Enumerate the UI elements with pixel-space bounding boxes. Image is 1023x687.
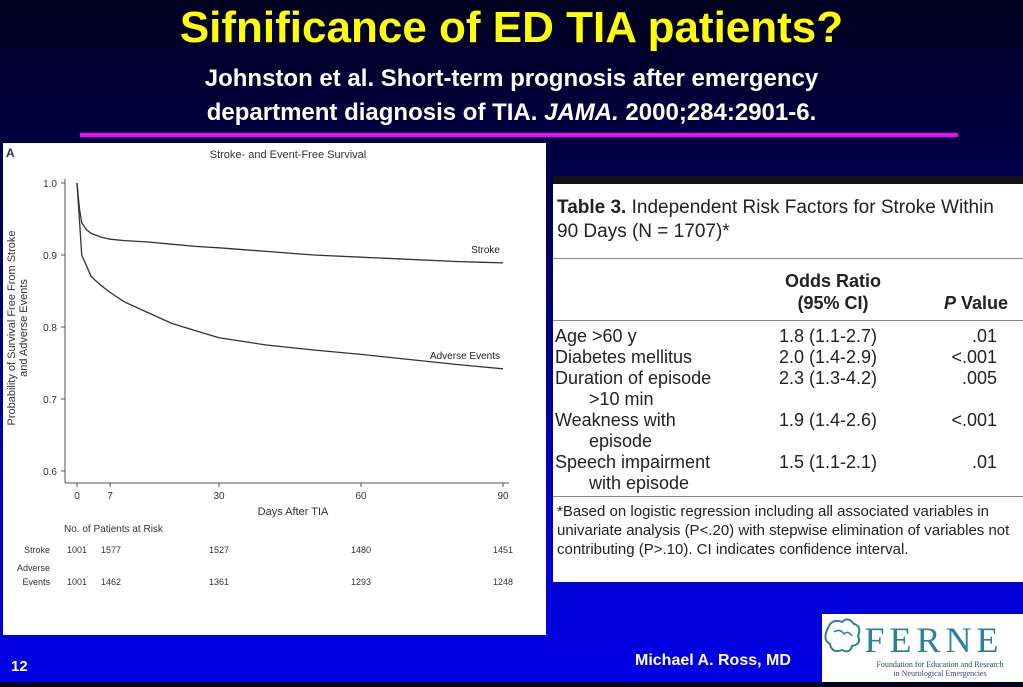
at-risk-value: 1577: [101, 545, 121, 555]
series-label: Adverse Events: [430, 351, 500, 362]
chart-title: Stroke- and Event-Free Survival: [210, 149, 367, 161]
y-tick-label: 0.6: [43, 467, 57, 478]
table-caption-text: Independent Risk Factors for Stroke With…: [557, 197, 994, 242]
at-risk-table: Stroke 1001 1577 1527 1480 1451 Adverse Events 1…: [17, 545, 513, 587]
citation-line-1: Johnston et al. Short-term prognosis aft…: [204, 65, 819, 92]
series-label: Stroke: [471, 245, 500, 256]
table-cell-factor: with episode: [589, 473, 690, 493]
table-rule: [553, 320, 1023, 321]
table-cell-odds-ratio: 1.5 (1.1-2.1): [779, 452, 878, 472]
y-tick-label: 0.9: [43, 251, 57, 262]
y-tick-label: 1.0: [43, 179, 57, 190]
table-cell-factor: Weakness with: [555, 410, 676, 430]
chart-series: Stroke Adverse Events: [76, 182, 504, 370]
at-risk-value: 1480: [351, 545, 371, 555]
y-axis-label-2: and Adverse Events: [18, 279, 30, 377]
table-cell-p-value: <.001: [951, 347, 997, 367]
table-cell-odds-ratio: 2.3 (1.3-4.2): [779, 368, 878, 388]
at-risk-value: 1001: [67, 545, 87, 555]
citation-line-2: department diagnosis of TIA. JAMA. 2000;…: [0, 98, 1023, 128]
y-tick-label: 0.8: [43, 323, 57, 334]
y-tick-label: 0.7: [43, 395, 57, 406]
table-cell-factor: episode: [589, 431, 653, 451]
ferne-logo: FERNE Foundation for Education and Resea…: [822, 614, 1023, 682]
at-risk-row-label: Events: [22, 577, 50, 587]
series-line-stroke: [76, 182, 504, 264]
table-cell-odds-ratio: 1.9 (1.4-2.6): [779, 410, 878, 430]
table-cell-p-value: <.001: [951, 410, 997, 430]
at-risk-value: 1248: [493, 577, 513, 587]
x-tick-label: 60: [355, 491, 367, 502]
x-tick-label: 7: [107, 491, 113, 502]
brain-fold-icon: [833, 629, 853, 637]
slide-number: 12: [11, 658, 28, 675]
survival-chart-panel: A Stroke- and Event-Free Survival Probab…: [3, 143, 546, 635]
citation-text-b: 2000;284:2901-6.: [618, 99, 817, 126]
x-tick-label: 30: [213, 491, 225, 502]
table-caption-label: Table 3.: [557, 197, 627, 218]
title-divider: [80, 133, 958, 137]
col-header-or-line2: (95% CI): [797, 293, 869, 313]
col-header-p-rest: Value: [955, 293, 1009, 313]
table-cell-factor: Age >60 y: [555, 326, 637, 346]
table-cell-p-value: .01: [971, 326, 997, 346]
brain-logo-icon: [824, 618, 861, 653]
at-risk-value: 1451: [493, 545, 513, 555]
at-risk-value: 1527: [209, 545, 229, 555]
logo-tagline-1: Foundation for Education and Research: [876, 660, 1003, 669]
at-risk-header: No. of Patients at Risk: [64, 524, 164, 535]
slide-title: Sifnificance of ED TIA patients?: [179, 3, 844, 52]
col-header-or-line1: Odds Ratio: [784, 271, 881, 291]
at-risk-row-label: Stroke: [24, 545, 50, 555]
table-rule: [553, 258, 1023, 259]
logo-tagline-2: in Neurological Emergencies: [893, 669, 986, 678]
col-header-p-value: P Value: [931, 292, 1021, 314]
table-cell-factor: Duration of episode: [555, 368, 712, 388]
col-header-p-italic: P: [943, 293, 956, 313]
table-cell-factor: Diabetes mellitus: [555, 347, 693, 367]
ferne-logo-graphic: FERNE Foundation for Education and Resea…: [824, 618, 1004, 678]
col-header-odds-ratio: Odds Ratio (95% CI): [763, 270, 903, 314]
x-axis-label: Days After TIA: [258, 506, 329, 518]
series-line-adverse-events: [76, 182, 504, 370]
citation-journal: JAMA.: [544, 99, 619, 126]
at-risk-row-label: Adverse: [17, 563, 50, 573]
chart-axes: 0.6 0.7 0.8 0.9 1.0 0 7 30 60 90: [43, 179, 509, 502]
author-name: Michael A. Ross, MD: [635, 652, 791, 669]
table-caption: Table 3. Independent Risk Factors for St…: [557, 196, 1017, 244]
risk-factor-table: Table 3. Independent Risk Factors for St…: [553, 176, 1023, 582]
table-cell-p-value: .005: [961, 368, 997, 388]
table-cell-factor: >10 min: [589, 389, 654, 409]
at-risk-value: 1462: [101, 577, 121, 587]
at-risk-value: 1293: [351, 577, 371, 587]
table-rule: [553, 496, 1023, 497]
table-cell-odds-ratio: 1.8 (1.1-2.7): [779, 326, 878, 346]
panel-label: A: [6, 146, 15, 160]
y-axis-label-1: Probability of Survival Free From Stroke: [6, 230, 18, 425]
table-cell-factor: Speech impairment: [555, 452, 711, 472]
x-tick-label: 0: [74, 491, 80, 502]
table-cell-p-value: .01: [971, 452, 997, 472]
logo-letters: FERNE: [864, 620, 1003, 660]
at-risk-value: 1361: [209, 577, 229, 587]
survival-chart: A Stroke- and Event-Free Survival Probab…: [6, 146, 513, 587]
at-risk-value: 1001: [67, 577, 87, 587]
citation-text-a: department diagnosis of TIA.: [206, 99, 545, 126]
table-footnote: *Based on logistic regression including …: [557, 503, 1010, 558]
table-cell-odds-ratio: 2.0 (1.4-2.9): [779, 347, 878, 367]
x-tick-label: 90: [497, 491, 509, 502]
